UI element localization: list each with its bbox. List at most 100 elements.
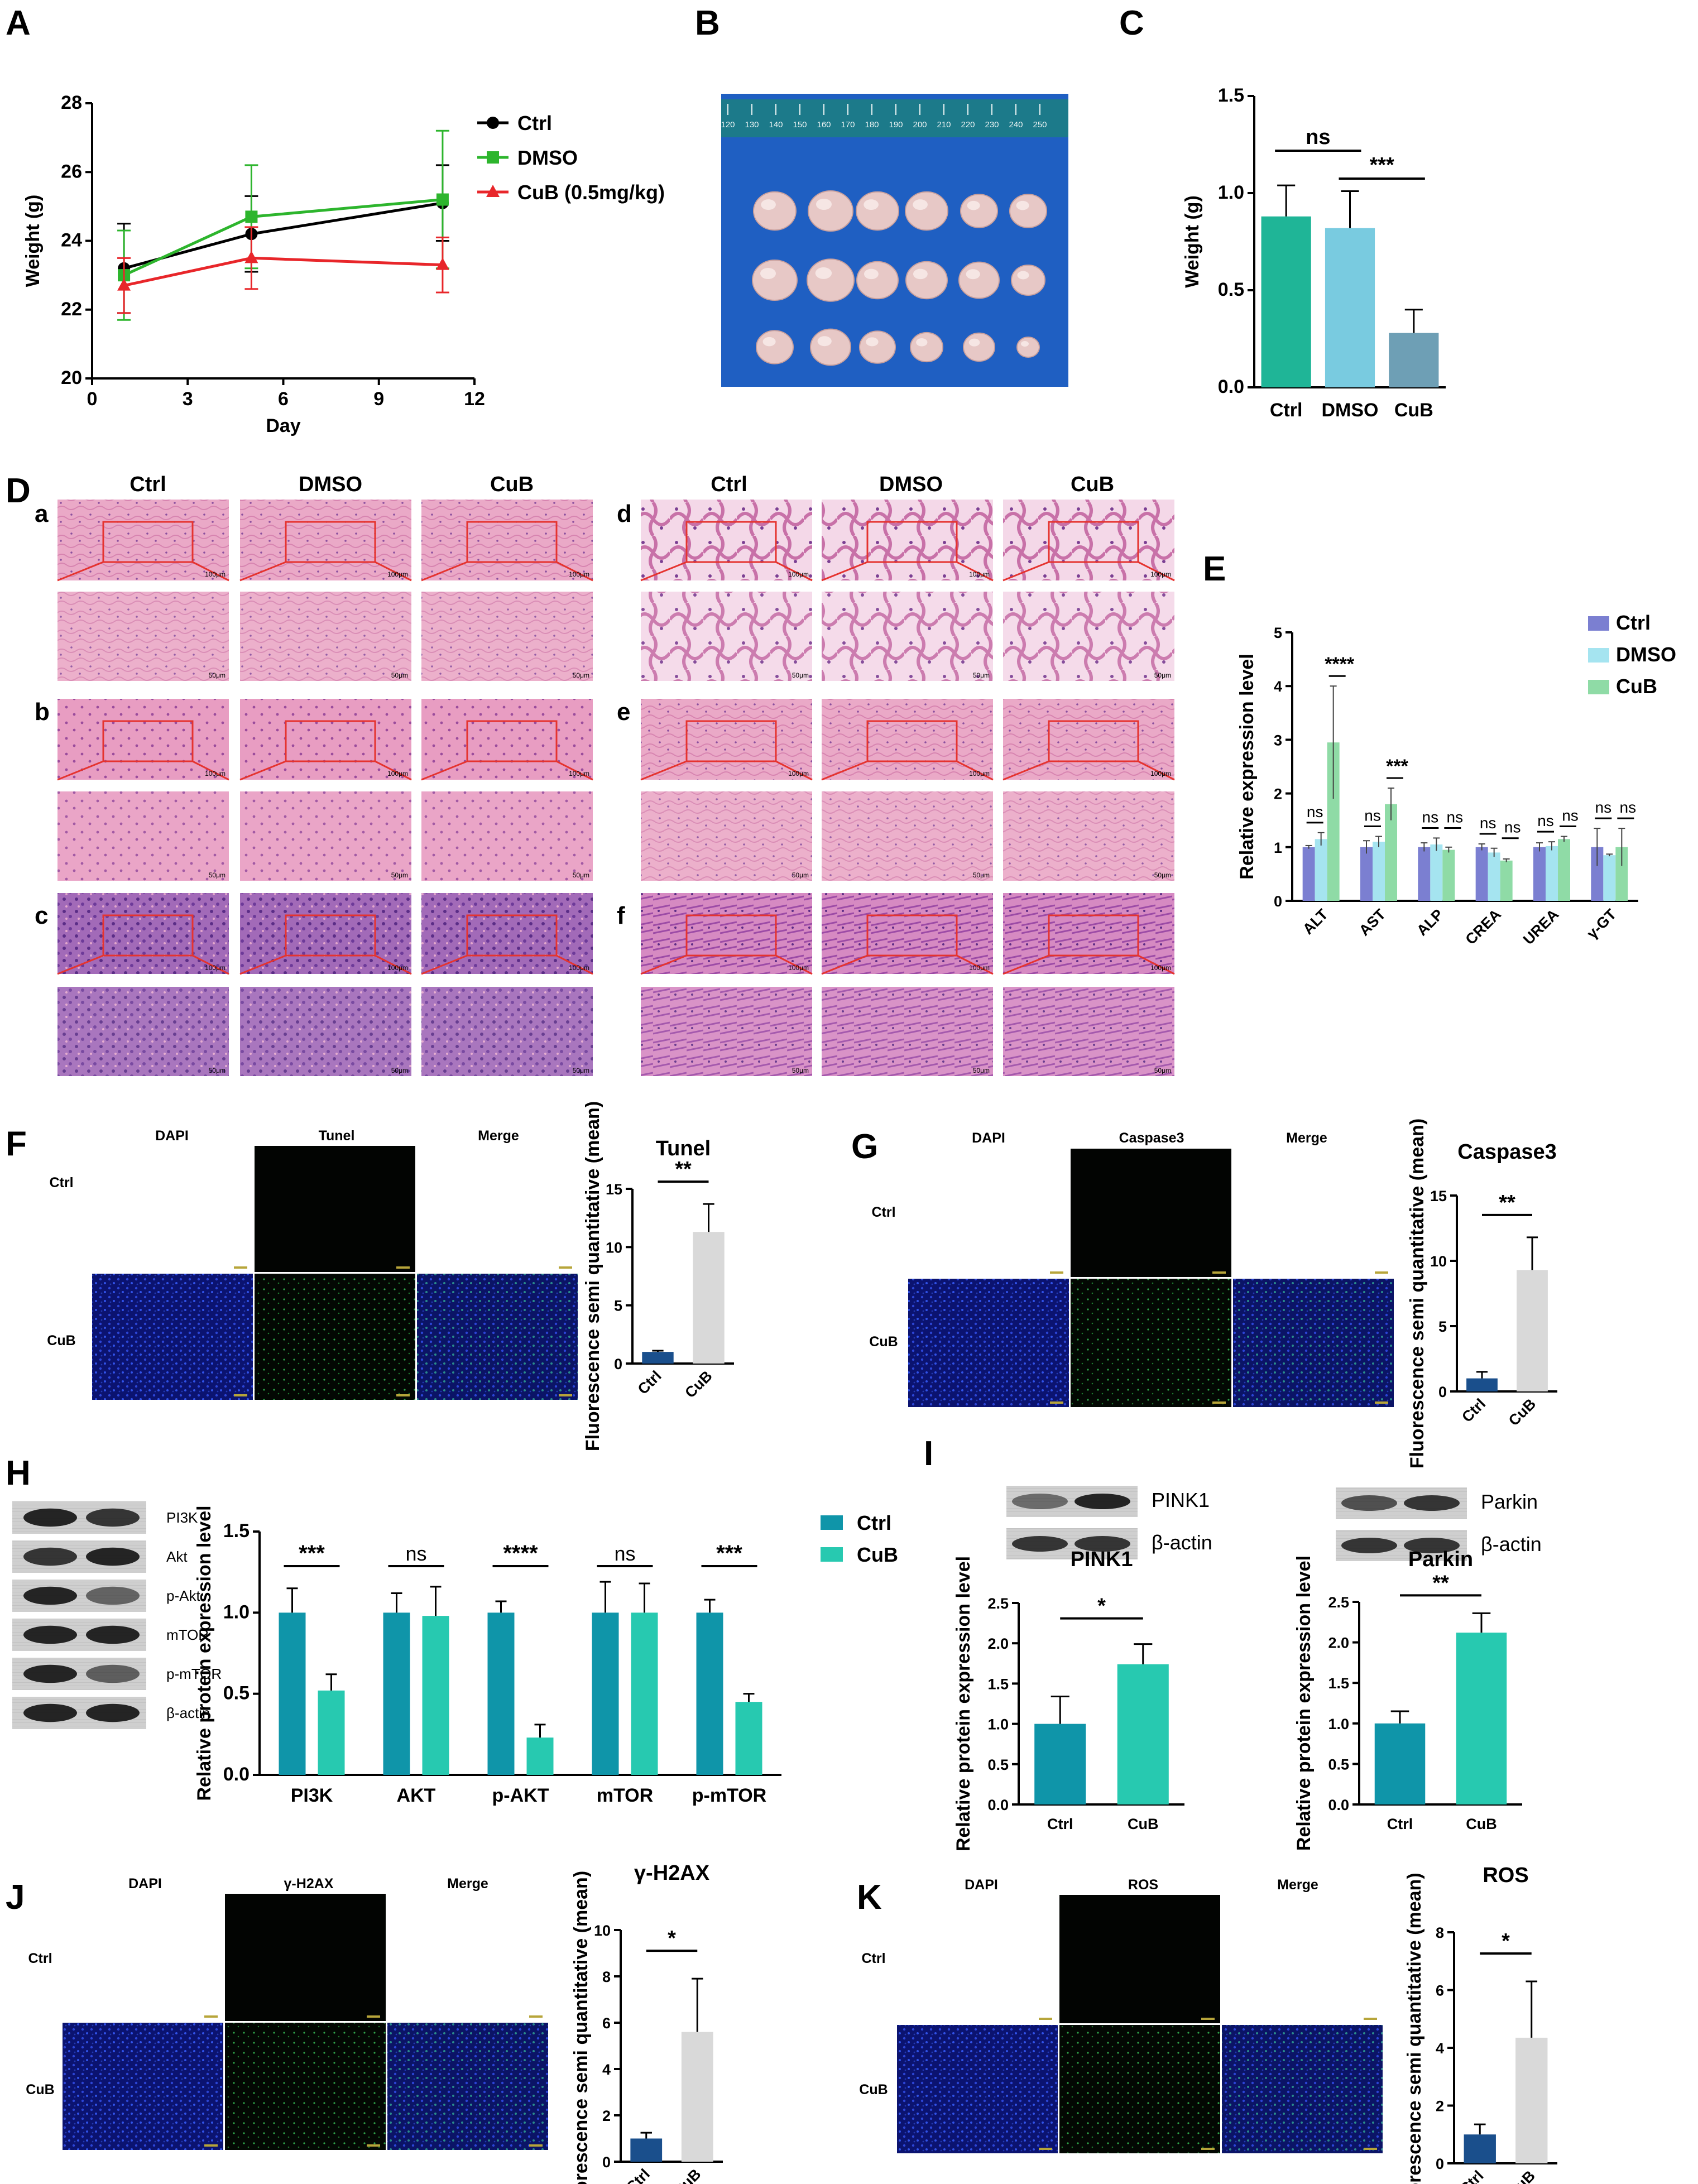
j-row-cub: CuB [26, 2082, 54, 2097]
wb-pink-label: PINK1 [1152, 1489, 1210, 1511]
he-right-overview [641, 893, 812, 974]
he-scale-100: 100μm [788, 570, 809, 578]
e-y-tick-label: 0 [1274, 893, 1282, 910]
k-col-ros: ROS [1128, 1877, 1158, 1893]
e-sig-label: ns [1595, 799, 1612, 816]
fluor-scale-bar [367, 2144, 380, 2147]
panel-letters: A B C D E F G H I J K [6, 4, 1226, 1917]
tumor [807, 258, 855, 302]
he-zoom-line [640, 760, 687, 781]
ruler [721, 99, 1068, 137]
c-y-tick-label: 1.5 [1218, 85, 1244, 106]
i-parkin-y-label: Relative protein expression level [1293, 1556, 1315, 1851]
he-right-overview [641, 699, 812, 780]
e-sig-label: ns [1504, 819, 1521, 836]
he-scale-100: 100μm [969, 964, 990, 972]
e-bar [1430, 844, 1443, 901]
panel-k-ros: DAPI ROS Merge Ctrl CuB [859, 1877, 1383, 2153]
h-x-tick-label: p-mTOR [692, 1785, 766, 1806]
he-scale-50: 50μm [573, 871, 589, 879]
he-left-zoom [57, 592, 229, 681]
fluor-scale-bar [204, 2144, 218, 2147]
g-y-tick-label: 15 [1430, 1188, 1447, 1204]
he-scale-50: 50μm [973, 1067, 990, 1074]
tumor [1016, 337, 1040, 358]
he-left-zoom [57, 791, 229, 881]
he-zoom-line [1138, 760, 1175, 781]
h-y-tick-label: 1.0 [223, 1601, 250, 1623]
fluor-image [897, 1895, 1058, 2023]
f-sig-label: ** [675, 1158, 692, 1181]
g-x-tick-label: Ctrl [1459, 1395, 1489, 1425]
he-zoom-line [821, 954, 868, 975]
he-left-overview [421, 500, 593, 580]
he-zoom-line [239, 561, 286, 582]
panel-letter-j: J [6, 1878, 25, 1917]
fluor-scale-bar [1364, 2148, 1377, 2150]
panel-letter-d: D [6, 472, 31, 510]
e-bar [1546, 846, 1558, 901]
he-scale-50: 50μm [973, 671, 990, 679]
i-parkin-x-tick-label: Ctrl [1387, 1816, 1413, 1832]
fluor-image [1222, 2025, 1383, 2153]
a-point [245, 210, 258, 223]
tumor-specimens [752, 190, 1047, 366]
he-image-grid: 100μm 50μm 100μm 50μm 100μm 50μm 100μm 50μm 100μ… [57, 500, 1175, 1076]
k-sig-label: * [1502, 1929, 1510, 1953]
he-zoom-box [102, 720, 194, 762]
f-y-tick-label: 5 [614, 1298, 622, 1314]
he-zoom-line [821, 760, 868, 781]
he-zoom-line [192, 561, 229, 582]
wb-h-band [86, 1508, 140, 1527]
he-zoom-box [866, 914, 958, 957]
e-legend-label: CuB [1616, 675, 1657, 698]
j-y-label: Fluorescence semi quantitative (mean) [570, 1871, 592, 2184]
tumor-highlight [760, 268, 776, 279]
ruler-label: 130 [745, 120, 759, 129]
fluor-image-green [225, 2023, 386, 2150]
he-zoom-line [775, 954, 813, 975]
e-y-tick-label: 1 [1274, 839, 1282, 856]
k-bar [1464, 2134, 1496, 2163]
e-y-tick-label: 2 [1274, 786, 1282, 803]
i-pink1-y-tick-label: 1.5 [987, 1676, 1009, 1692]
he-scale-100: 100μm [205, 770, 226, 777]
he-zoom-line [640, 561, 687, 582]
tumor-highlight [967, 200, 980, 210]
i-pink1-bar [1117, 1664, 1169, 1804]
e-bar [1385, 804, 1397, 901]
tumor [963, 332, 995, 362]
fluor-scale-bar [529, 2015, 543, 2018]
e-x-tick-label: CREA [1462, 906, 1504, 948]
he-left-col-cub: CuB [490, 473, 534, 496]
h-sig-label: ns [405, 1542, 426, 1565]
e-x-tick-label: ALT [1299, 906, 1331, 938]
k-row-ctrl: Ctrl [861, 1951, 885, 1966]
e-x-tick-label: UREA [1520, 906, 1562, 948]
wb-h-label: β-actin [166, 1705, 210, 1721]
ruler-label: 160 [817, 120, 831, 129]
tumor-highlight [817, 336, 832, 347]
e-bar [1442, 849, 1455, 901]
f-bar [642, 1352, 674, 1364]
he-row-f: f [617, 902, 625, 929]
wb-h-band [23, 1547, 77, 1566]
he-zoom-line [640, 954, 687, 975]
he-row-a: a [35, 500, 49, 527]
h-y-label: Relative protein expression level [194, 1505, 215, 1801]
c-x-tick-label: Ctrl [1270, 400, 1303, 421]
e-bar [1603, 855, 1616, 901]
a-x-tick-label: 3 [183, 388, 193, 410]
he-zoom-line [1003, 561, 1049, 582]
a-legend-label: CuB (0.5mg/kg) [517, 181, 665, 204]
he-zoom-box [685, 720, 777, 762]
tumor [810, 328, 851, 366]
k-y-tick-label: 6 [1436, 1983, 1444, 1999]
e-sig-label: ns [1307, 803, 1323, 820]
he-zoom-box [466, 720, 558, 762]
panel-letter-i: I [924, 1434, 933, 1473]
h-sig-label: ns [614, 1542, 635, 1565]
he-scale-100: 100μm [387, 770, 408, 777]
he-right-zoom [641, 791, 812, 881]
